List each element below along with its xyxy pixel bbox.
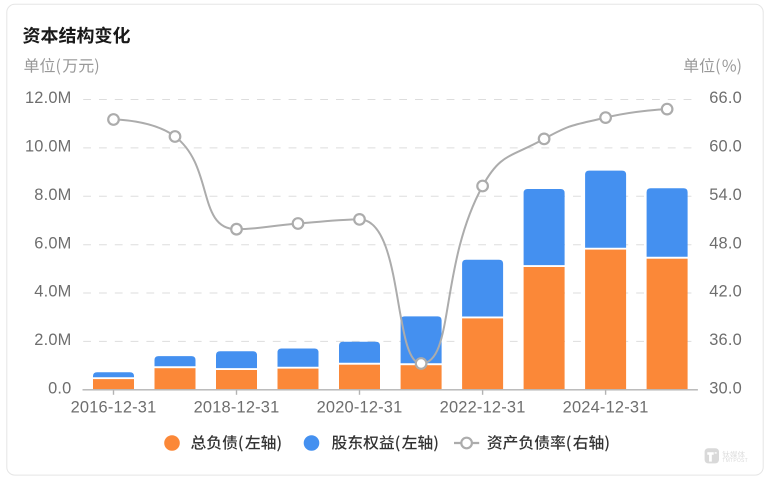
svg-text:TMTPOST: TMTPOST — [722, 458, 748, 464]
svg-text:12.0M: 12.0M — [25, 89, 72, 107]
svg-text:2020-12-31: 2020-12-31 — [317, 398, 403, 416]
svg-text:2018-12-31: 2018-12-31 — [194, 398, 280, 416]
svg-text:6.0M: 6.0M — [34, 234, 71, 252]
svg-text:42.0: 42.0 — [709, 283, 742, 301]
svg-text:4.0M: 4.0M — [34, 283, 71, 301]
svg-text:10.0M: 10.0M — [25, 138, 72, 156]
svg-text:48.0: 48.0 — [709, 234, 742, 252]
svg-text:30.0: 30.0 — [709, 380, 742, 398]
svg-text:36.0: 36.0 — [709, 331, 742, 349]
svg-text:2016-12-31: 2016-12-31 — [71, 398, 157, 416]
svg-text:66.0: 66.0 — [709, 89, 742, 107]
svg-text:60.0: 60.0 — [709, 138, 742, 156]
svg-text:2022-12-31: 2022-12-31 — [440, 398, 526, 416]
svg-text:54.0: 54.0 — [709, 186, 742, 204]
svg-text:2.0M: 2.0M — [34, 331, 71, 349]
svg-text:2024-12-31: 2024-12-31 — [563, 398, 649, 416]
svg-text:0.0: 0.0 — [48, 380, 71, 398]
svg-text:8.0M: 8.0M — [34, 186, 71, 204]
